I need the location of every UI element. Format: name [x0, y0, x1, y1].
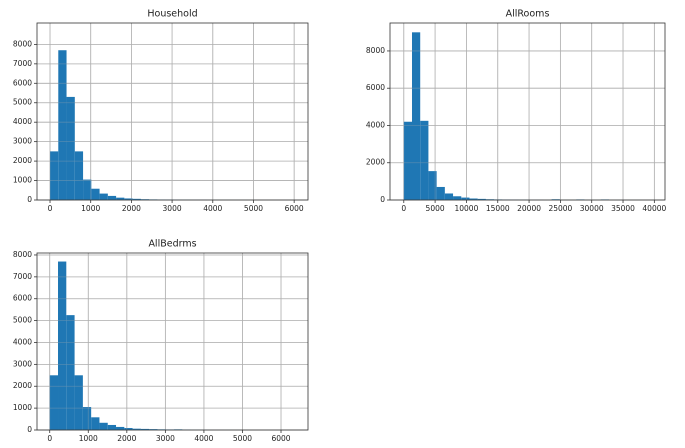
x-tick-label: 0	[401, 204, 406, 213]
y-tick-label: 8000	[13, 39, 32, 48]
bar	[132, 198, 141, 200]
bar	[403, 121, 412, 200]
x-tick-label: 35000	[611, 204, 635, 213]
x-tick-label: 2000	[117, 434, 136, 443]
y-tick-label: 2000	[366, 158, 385, 167]
y-tick-label: 0	[27, 425, 32, 434]
bar	[74, 151, 84, 200]
x-tick-label: 5000	[244, 204, 263, 213]
chart-title: Household	[147, 9, 197, 20]
chart-title: AllRooms	[506, 9, 550, 20]
bar	[132, 428, 141, 430]
y-tick-label: 0	[27, 195, 32, 204]
y-tick-label: 8000	[366, 46, 385, 55]
x-tick-label: 15000	[486, 204, 510, 213]
plot-frame	[36, 252, 309, 431]
bar	[411, 32, 421, 200]
bar	[453, 196, 462, 200]
y-tick-label: 2000	[13, 156, 32, 165]
y-tick-label: 5000	[13, 98, 32, 107]
bar	[124, 428, 133, 430]
x-tick-label: 4000	[203, 204, 222, 213]
bar	[428, 171, 437, 200]
bar	[91, 188, 100, 200]
bar	[444, 193, 454, 200]
x-tick-label: 2000	[122, 204, 141, 213]
bar	[91, 417, 100, 430]
y-tick-label: 7000	[13, 272, 32, 281]
y-tick-label: 6000	[366, 83, 385, 92]
bar	[124, 198, 133, 200]
bar	[66, 315, 75, 430]
bar	[477, 198, 486, 200]
bar	[83, 179, 92, 200]
bar	[116, 197, 125, 200]
y-tick-label: 4000	[13, 337, 32, 346]
x-tick-label: 5000	[233, 434, 252, 443]
y-tick-label: 7000	[13, 59, 32, 68]
bar	[149, 429, 158, 430]
bar	[107, 195, 117, 200]
bar	[116, 426, 125, 430]
x-tick-label: 6000	[271, 434, 290, 443]
bar	[66, 96, 75, 200]
x-tick-label: 0	[47, 434, 52, 443]
y-tick-label: 6000	[13, 78, 32, 87]
bar	[82, 407, 92, 430]
y-tick-label: 1000	[13, 403, 32, 412]
x-tick-label: 3000	[163, 204, 182, 213]
x-tick-label: 5000	[426, 204, 445, 213]
x-tick-label: 3000	[156, 434, 175, 443]
bar	[58, 261, 67, 430]
bar	[50, 151, 59, 200]
x-tick-label: 20000	[517, 204, 541, 213]
x-tick-label: 4000	[194, 434, 213, 443]
bar	[140, 428, 150, 430]
y-tick-label: 3000	[13, 359, 32, 368]
plot-frame	[389, 22, 666, 201]
bar	[461, 197, 470, 200]
y-tick-label: 5000	[13, 316, 32, 325]
x-tick-label: 6000	[285, 204, 304, 213]
bar	[420, 120, 429, 200]
bar	[99, 422, 108, 430]
y-tick-label: 6000	[13, 294, 32, 303]
y-tick-label: 3000	[13, 137, 32, 146]
bar	[469, 198, 478, 200]
x-tick-label: 40000	[642, 204, 666, 213]
y-tick-label: 0	[380, 195, 385, 204]
bar	[436, 186, 445, 200]
plot-frame	[36, 22, 309, 201]
y-tick-label: 4000	[366, 120, 385, 129]
bar	[107, 424, 117, 430]
x-tick-label: 0	[48, 204, 53, 213]
x-tick-label: 30000	[580, 204, 604, 213]
bar	[49, 375, 59, 430]
x-tick-label: 1000	[81, 204, 100, 213]
y-tick-label: 2000	[13, 381, 32, 390]
bar	[99, 193, 108, 200]
y-tick-label: 1000	[13, 176, 32, 185]
bar	[74, 375, 83, 430]
x-tick-label: 25000	[548, 204, 572, 213]
x-tick-label: 10000	[454, 204, 478, 213]
x-tick-label: 1000	[79, 434, 98, 443]
bar	[58, 50, 67, 200]
chart-title: AllBedrms	[148, 239, 196, 250]
y-tick-label: 8000	[13, 250, 32, 259]
y-tick-label: 4000	[13, 117, 32, 126]
